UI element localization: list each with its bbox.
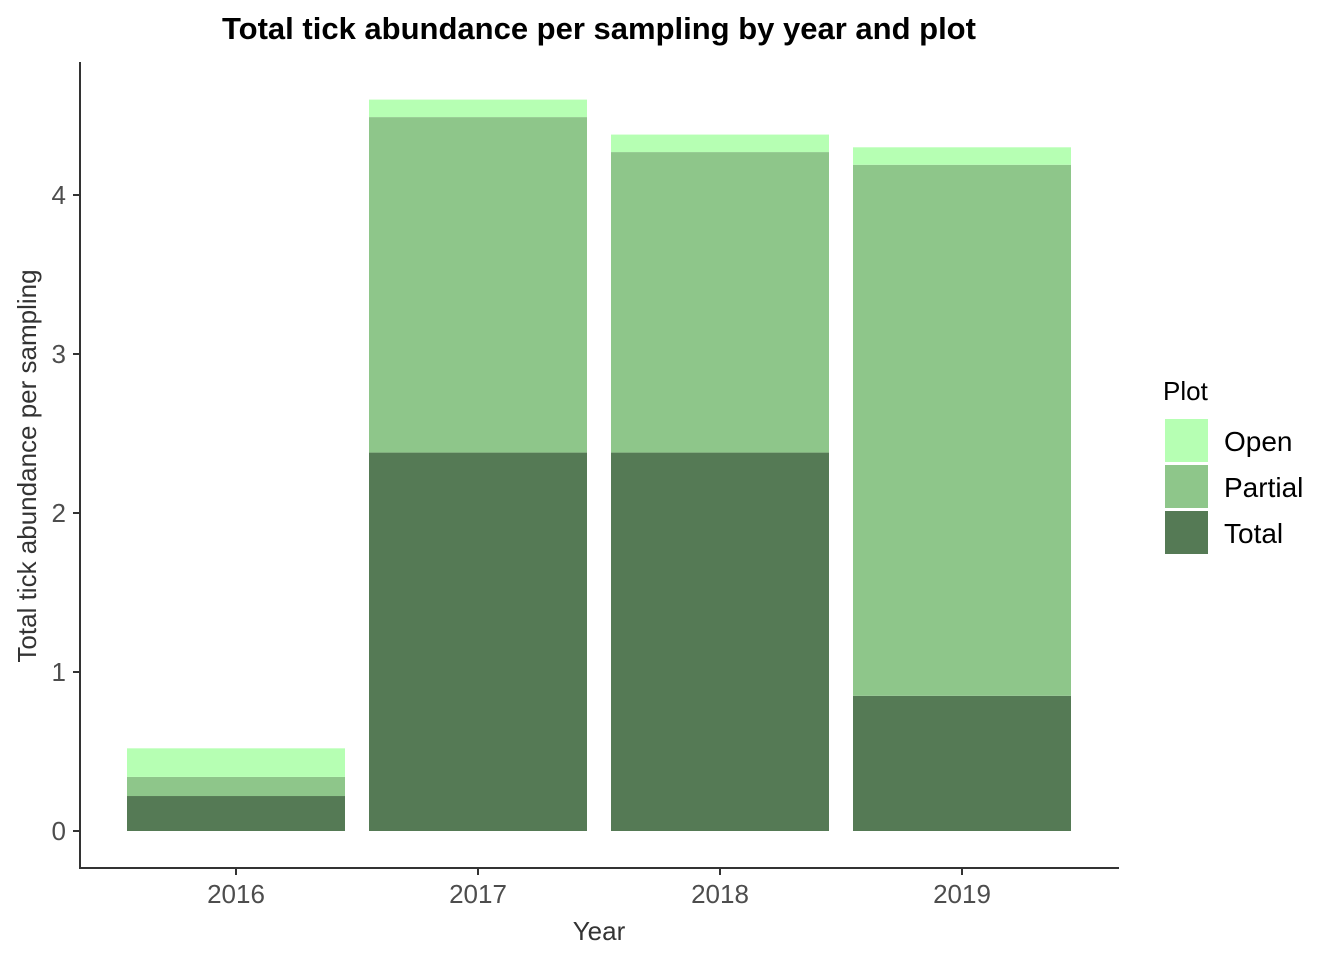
y-tick-label: 1 [52,657,66,687]
bar-2019-total [853,695,1071,831]
y-tick-label: 0 [52,816,66,846]
y-axis-title: Total tick abundance per sampling [12,269,42,662]
bar-2018-partial [611,152,829,453]
bar-2017-total [369,452,587,831]
legend-swatch-open [1165,419,1208,462]
legend-label-open: Open [1224,426,1293,457]
bar-2017-open [369,99,587,118]
legend: Plot Open Partial Total [1163,376,1303,554]
legend-swatch-partial [1165,465,1208,508]
y-tick-label: 2 [52,498,66,528]
bar-2016-open [127,748,345,777]
bar-2016-partial [127,776,345,797]
bar-2018-total [611,452,829,831]
legend-label-partial: Partial [1224,472,1303,503]
x-tick-label: 2019 [933,879,991,909]
x-axis-title: Year [573,916,626,946]
bar-2019-partial [853,164,1071,696]
x-tick-label: 2017 [449,879,507,909]
y-tick-label: 4 [52,180,66,210]
bar-2017-partial [369,117,587,453]
legend-label-total: Total [1224,518,1283,549]
x-tick-label: 2016 [207,879,265,909]
bar-2019-open [853,147,1071,165]
legend-title: Plot [1163,376,1209,406]
y-tick-label: 3 [52,339,66,369]
x-ticks: 2016 2017 2018 2019 [207,868,991,909]
chart-title: Total tick abundance per sampling by yea… [222,11,976,46]
y-ticks: 0 1 2 3 4 [52,180,80,846]
x-tick-label: 2018 [691,879,749,909]
legend-swatch-total [1165,511,1208,554]
bar-2018-open [611,134,829,153]
plot-area [127,99,1071,831]
bar-2016-total [127,796,345,831]
